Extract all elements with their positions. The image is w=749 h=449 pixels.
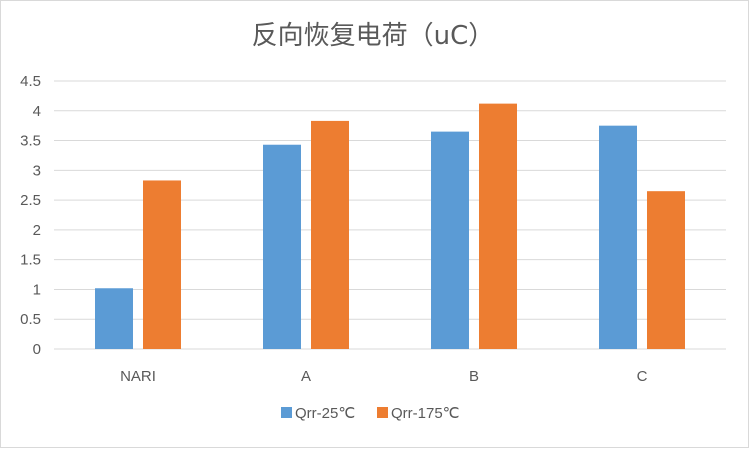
bar-nari-series-1 [95, 288, 133, 349]
x-axis: NARI A B C [120, 368, 648, 385]
y-tick-label: 1 [33, 281, 41, 298]
bar-nari-series-2 [143, 180, 181, 349]
y-tick-label: 0 [33, 341, 41, 358]
y-tick-label: 0.5 [20, 311, 41, 328]
y-tick-label: 3 [33, 162, 41, 179]
y-tick-label: 4 [33, 103, 41, 120]
y-tick-label: 1.5 [20, 252, 41, 269]
y-tick-label: 2 [33, 222, 41, 239]
bar-a-series-1 [263, 144, 301, 349]
y-tick-label: 4.5 [20, 73, 41, 90]
y-axis: 0 0.5 1 1.5 2 2.5 3 3.5 4 4.5 [20, 73, 41, 358]
legend-swatch [281, 407, 292, 418]
legend-label: Qrr-175℃ [391, 405, 460, 422]
x-tick-label: A [301, 368, 311, 385]
legend-swatch [377, 407, 388, 418]
bar-c-series-1 [599, 125, 637, 350]
bars [95, 103, 685, 350]
y-tick-label: 2.5 [20, 192, 41, 209]
legend: Qrr-25℃ Qrr-175℃ [281, 405, 460, 422]
bar-c-series-2 [647, 191, 685, 349]
y-tick-label: 3.5 [20, 133, 41, 150]
bar-a-series-2 [311, 120, 349, 349]
bar-b-series-1 [431, 131, 469, 349]
x-tick-label: NARI [120, 368, 156, 385]
chart-title: 反向恢复电荷（uC） [252, 21, 495, 51]
bar-b-series-2 [479, 103, 517, 350]
legend-label: Qrr-25℃ [295, 405, 355, 422]
x-tick-label: B [469, 368, 479, 385]
x-tick-label: C [637, 368, 648, 385]
